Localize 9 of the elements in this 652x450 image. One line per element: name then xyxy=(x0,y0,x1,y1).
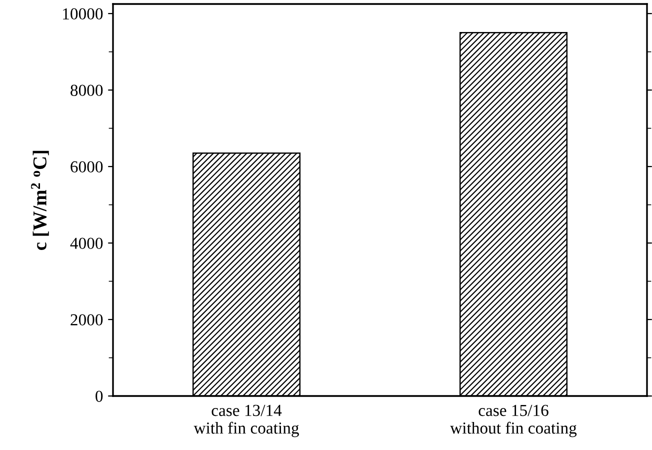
x-tick-label: case 15/16 without fin coating xyxy=(450,404,577,438)
y-tick-label: 6000 xyxy=(70,161,103,172)
y-tick-label: 8000 xyxy=(70,84,103,96)
y-tick-label: 2000 xyxy=(70,314,103,326)
y-axis-title: c [W/m$^{2 o}$C] xyxy=(31,150,49,250)
y-tick-label: 4000 xyxy=(70,238,103,249)
y-tick-label: 0 xyxy=(96,390,103,402)
x-tick-label: case 13/14 with fin coating xyxy=(194,404,299,438)
y-tick-label: 10000 xyxy=(63,8,103,20)
